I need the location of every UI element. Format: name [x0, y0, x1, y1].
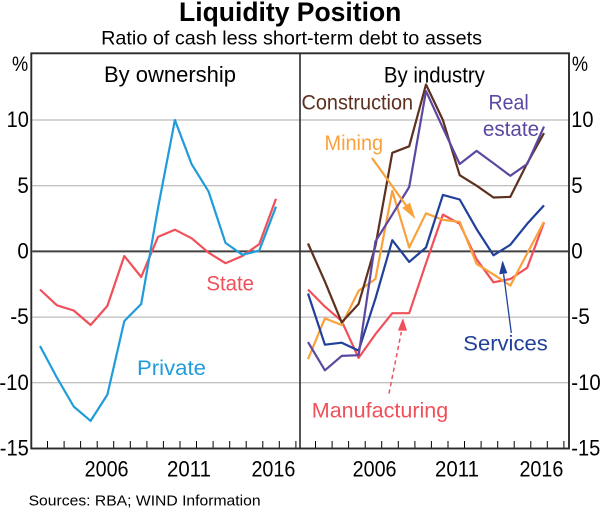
- svg-text:Services: Services: [463, 332, 548, 356]
- svg-text:-10: -10: [571, 370, 600, 395]
- svg-text:Construction: Construction: [302, 91, 414, 115]
- svg-text:10: 10: [7, 107, 29, 132]
- svg-text:-15: -15: [0, 436, 29, 461]
- svg-text:5: 5: [17, 173, 28, 198]
- svg-text:Mining: Mining: [325, 131, 384, 155]
- svg-text:Real: Real: [489, 90, 529, 114]
- svg-text:-10: -10: [0, 370, 29, 395]
- svg-text:2016: 2016: [251, 457, 295, 482]
- svg-text:2011: 2011: [435, 457, 479, 482]
- svg-text:Liquidity Position: Liquidity Position: [179, 0, 401, 27]
- svg-text:2006: 2006: [85, 457, 129, 482]
- svg-text:2011: 2011: [167, 457, 211, 482]
- svg-text:-5: -5: [571, 304, 590, 329]
- svg-text:By industry: By industry: [384, 63, 485, 88]
- svg-text:%: %: [12, 53, 28, 76]
- svg-text:2016: 2016: [519, 457, 563, 482]
- svg-text:0: 0: [17, 239, 28, 264]
- svg-text:-5: -5: [10, 304, 29, 329]
- svg-text:%: %: [572, 53, 588, 76]
- svg-text:State: State: [206, 272, 254, 296]
- svg-text:0: 0: [571, 239, 582, 264]
- svg-text:-15: -15: [571, 436, 600, 461]
- svg-text:Manufacturing: Manufacturing: [312, 398, 449, 422]
- svg-text:Sources: RBA; WIND Information: Sources: RBA; WIND Information: [29, 492, 261, 509]
- svg-text:2006: 2006: [353, 457, 397, 482]
- svg-text:5: 5: [571, 173, 582, 198]
- svg-text:By ownership: By ownership: [104, 62, 236, 87]
- svg-text:10: 10: [571, 107, 593, 132]
- svg-text:estate: estate: [483, 117, 539, 141]
- svg-text:Ratio of cash less short-term: Ratio of cash less short-term debt to as…: [101, 28, 482, 50]
- svg-text:Private: Private: [137, 356, 206, 380]
